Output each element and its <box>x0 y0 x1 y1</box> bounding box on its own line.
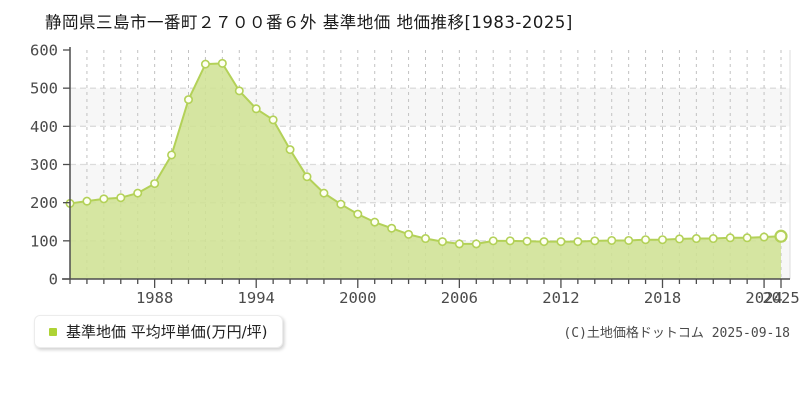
data-point[interactable] <box>488 236 498 246</box>
copyright-text: (C)土地価格ドットコム 2025-09-18 <box>563 326 790 341</box>
data-point[interactable] <box>641 235 651 245</box>
data-point[interactable] <box>725 233 735 243</box>
x-tick-label: 1994 <box>238 289 275 307</box>
data-point[interactable] <box>691 234 701 244</box>
x-tick-label: 2025 <box>762 289 799 307</box>
y-tick-label: 400 <box>30 118 58 136</box>
data-point[interactable] <box>133 188 143 198</box>
data-point[interactable] <box>624 235 634 245</box>
data-point[interactable] <box>539 237 549 247</box>
x-tick-label: 2024 <box>745 289 782 307</box>
data-point[interactable] <box>353 209 363 219</box>
data-point[interactable] <box>184 95 194 105</box>
data-point[interactable] <box>82 196 92 206</box>
data-point[interactable] <box>454 239 464 249</box>
data-point[interactable] <box>370 217 380 227</box>
x-tick-label: 2018 <box>644 289 681 307</box>
data-point[interactable] <box>556 237 566 247</box>
y-tick-label: 200 <box>30 194 58 212</box>
data-point[interactable] <box>674 234 684 244</box>
chart-title: 静岡県三島市一番町２７００番６外 基準地価 地価推移[1983-2025] <box>45 13 573 32</box>
area-fill <box>70 63 781 279</box>
data-point[interactable] <box>167 150 177 160</box>
data-point[interactable] <box>200 59 210 69</box>
data-point[interactable] <box>573 237 583 247</box>
data-point[interactable] <box>116 193 126 203</box>
data-point[interactable] <box>774 229 788 243</box>
data-points <box>65 58 788 249</box>
y-tick-label: 300 <box>30 156 58 174</box>
y-tick-label: 100 <box>30 232 58 250</box>
y-tick-label: 0 <box>49 271 58 289</box>
legend-label: 基準地価 平均坪単価(万円/坪) <box>66 323 268 341</box>
data-point[interactable] <box>437 237 447 247</box>
data-point[interactable] <box>657 235 667 245</box>
data-point[interactable] <box>285 145 295 155</box>
data-point[interactable] <box>234 86 244 96</box>
data-point[interactable] <box>759 232 769 242</box>
data-point[interactable] <box>742 233 752 243</box>
legend-marker-icon <box>49 327 57 336</box>
x-tick-label: 1988 <box>136 289 173 307</box>
x-tick-label: 2006 <box>441 289 478 307</box>
data-point[interactable] <box>336 199 346 209</box>
data-point[interactable] <box>522 236 532 246</box>
data-point[interactable] <box>268 115 278 125</box>
data-point[interactable] <box>505 236 515 246</box>
data-point[interactable] <box>251 104 261 114</box>
data-point[interactable] <box>217 58 227 68</box>
data-point[interactable] <box>150 179 160 189</box>
x-tick-label: 2012 <box>542 289 579 307</box>
data-point[interactable] <box>607 235 617 245</box>
x-tick-label: 2000 <box>339 289 376 307</box>
data-point[interactable] <box>708 234 718 244</box>
y-tick-label: 600 <box>30 42 58 60</box>
data-point[interactable] <box>319 188 329 198</box>
data-point[interactable] <box>387 223 397 233</box>
data-point[interactable] <box>99 194 109 204</box>
y-tick-label: 500 <box>30 80 58 98</box>
data-point[interactable] <box>590 236 600 246</box>
data-point[interactable] <box>404 229 414 239</box>
data-point[interactable] <box>302 172 312 182</box>
price-trend-area-chart: 0 100 200 300 400 500 600 1988 1994 2000 2006 2012 2… <box>30 42 800 308</box>
data-point[interactable] <box>420 234 430 244</box>
y-axis-ticks: 0 100 200 300 400 500 600 <box>30 42 70 289</box>
legend: 基準地価 平均坪単価(万円/坪) <box>34 315 283 348</box>
data-point[interactable] <box>471 239 481 249</box>
